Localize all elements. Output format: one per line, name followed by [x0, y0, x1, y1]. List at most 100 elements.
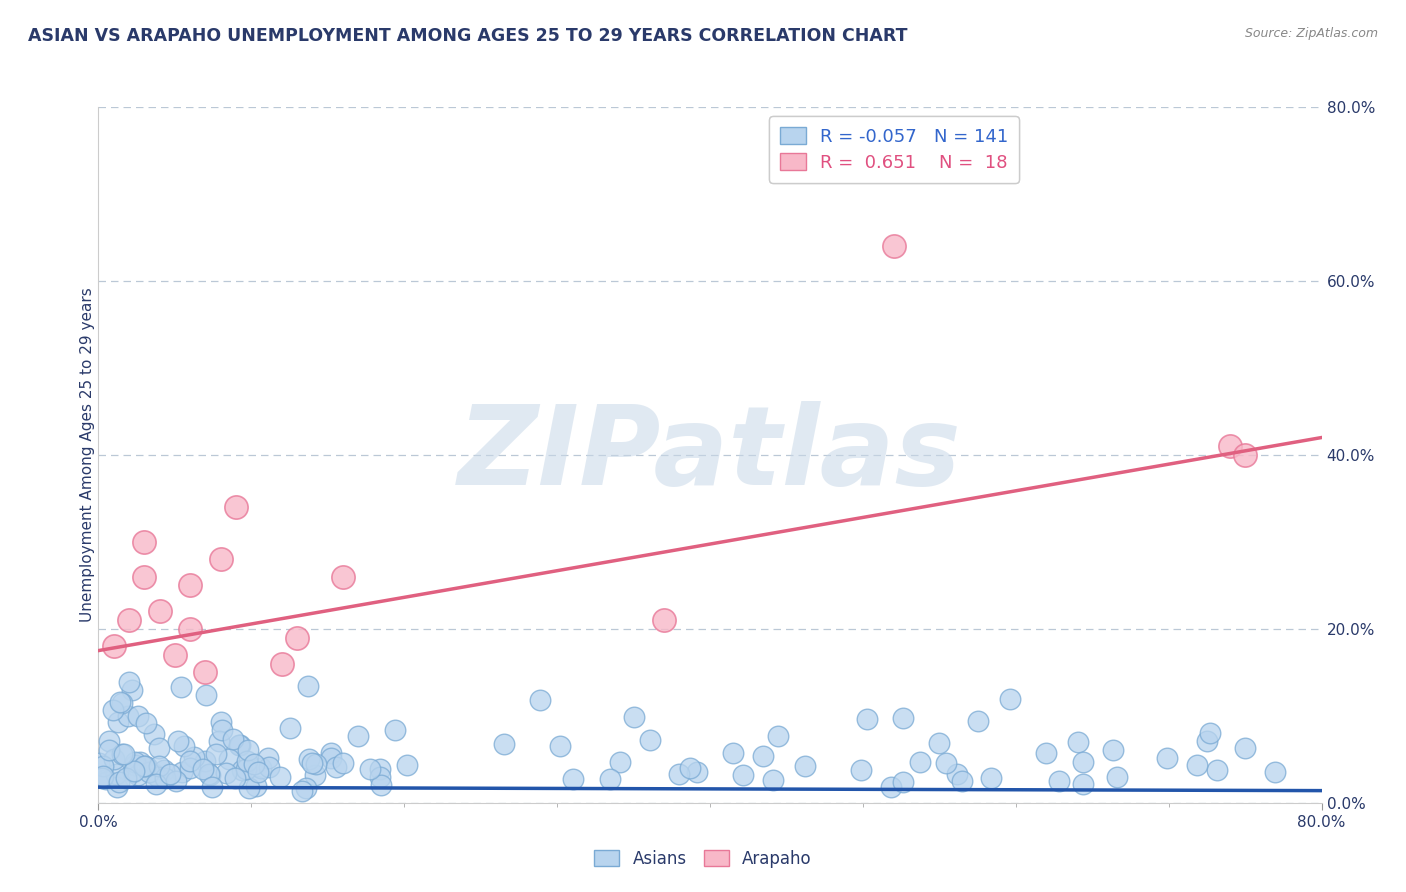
- Legend: R = -0.057   N = 141, R =  0.651    N =  18: R = -0.057 N = 141, R = 0.651 N = 18: [769, 116, 1019, 183]
- Point: [319, 746, 342, 760]
- Point: [163, 648, 186, 662]
- Point: [1205, 763, 1227, 777]
- Point: [121, 682, 143, 697]
- Point: [1101, 743, 1123, 757]
- Point: [165, 774, 187, 789]
- Point: [950, 774, 973, 789]
- Point: [766, 730, 789, 744]
- Point: [599, 772, 621, 786]
- Point: [368, 771, 391, 785]
- Point: [623, 710, 645, 724]
- Point: [891, 711, 914, 725]
- Point: [124, 755, 146, 769]
- Point: [136, 760, 159, 774]
- Point: [269, 770, 291, 784]
- Point: [291, 784, 314, 798]
- Point: [686, 765, 709, 780]
- Point: [205, 747, 228, 761]
- Point: [143, 767, 166, 781]
- Point: [211, 723, 233, 737]
- Point: [105, 767, 128, 781]
- Point: [194, 688, 217, 702]
- Point: [112, 747, 135, 762]
- Point: [128, 755, 150, 769]
- Point: [117, 708, 139, 723]
- Point: [298, 752, 321, 766]
- Point: [1199, 726, 1222, 740]
- Point: [609, 756, 631, 770]
- Point: [115, 771, 138, 785]
- Point: [332, 570, 354, 584]
- Point: [122, 764, 145, 778]
- Y-axis label: Unemployment Among Ages 25 to 29 years: Unemployment Among Ages 25 to 29 years: [80, 287, 94, 623]
- Point: [891, 774, 914, 789]
- Point: [359, 762, 381, 776]
- Point: [794, 758, 817, 772]
- Point: [103, 639, 125, 653]
- Point: [856, 712, 879, 726]
- Point: [90, 771, 112, 785]
- Point: [111, 747, 134, 761]
- Point: [980, 771, 1002, 785]
- Point: [851, 763, 873, 777]
- Point: [98, 743, 121, 757]
- Point: [257, 760, 280, 774]
- Point: [194, 665, 217, 680]
- Point: [966, 714, 988, 728]
- Point: [153, 763, 176, 777]
- Point: [332, 756, 354, 770]
- Point: [231, 763, 253, 777]
- Point: [321, 750, 343, 764]
- Point: [762, 772, 785, 787]
- Text: ASIAN VS ARAPAHO UNEMPLOYMENT AMONG AGES 25 TO 29 YEARS CORRELATION CHART: ASIAN VS ARAPAHO UNEMPLOYMENT AMONG AGES…: [28, 27, 908, 45]
- Point: [305, 756, 328, 771]
- Point: [246, 764, 269, 779]
- Point: [208, 734, 231, 748]
- Point: [105, 780, 128, 794]
- Point: [183, 750, 205, 764]
- Point: [370, 778, 392, 792]
- Point: [304, 768, 326, 782]
- Point: [883, 239, 905, 253]
- Point: [89, 756, 111, 771]
- Point: [347, 729, 370, 743]
- Point: [170, 764, 193, 779]
- Point: [127, 768, 149, 782]
- Point: [529, 693, 551, 707]
- Point: [250, 761, 273, 775]
- Point: [124, 758, 146, 772]
- Point: [561, 772, 583, 786]
- Point: [209, 715, 232, 730]
- Point: [93, 759, 115, 773]
- Point: [1197, 734, 1219, 748]
- Point: [238, 780, 260, 795]
- Point: [1105, 771, 1128, 785]
- Point: [1067, 735, 1090, 749]
- Point: [159, 767, 181, 781]
- Point: [134, 570, 156, 584]
- Point: [301, 756, 323, 770]
- Point: [548, 739, 571, 753]
- Point: [170, 680, 193, 694]
- Point: [1234, 741, 1257, 756]
- Point: [384, 723, 406, 737]
- Point: [731, 768, 754, 782]
- Point: [221, 731, 243, 746]
- Point: [229, 738, 252, 752]
- Point: [149, 605, 172, 619]
- Point: [148, 770, 170, 784]
- Point: [679, 761, 702, 775]
- Point: [179, 755, 201, 769]
- Point: [492, 737, 515, 751]
- Point: [200, 780, 222, 794]
- Point: [1071, 777, 1094, 791]
- Point: [297, 679, 319, 693]
- Point: [908, 756, 931, 770]
- Point: [1035, 746, 1057, 760]
- Point: [294, 780, 316, 795]
- Point: [236, 743, 259, 757]
- Point: [1185, 757, 1208, 772]
- Point: [98, 734, 121, 748]
- Point: [153, 771, 176, 785]
- Point: [209, 552, 232, 566]
